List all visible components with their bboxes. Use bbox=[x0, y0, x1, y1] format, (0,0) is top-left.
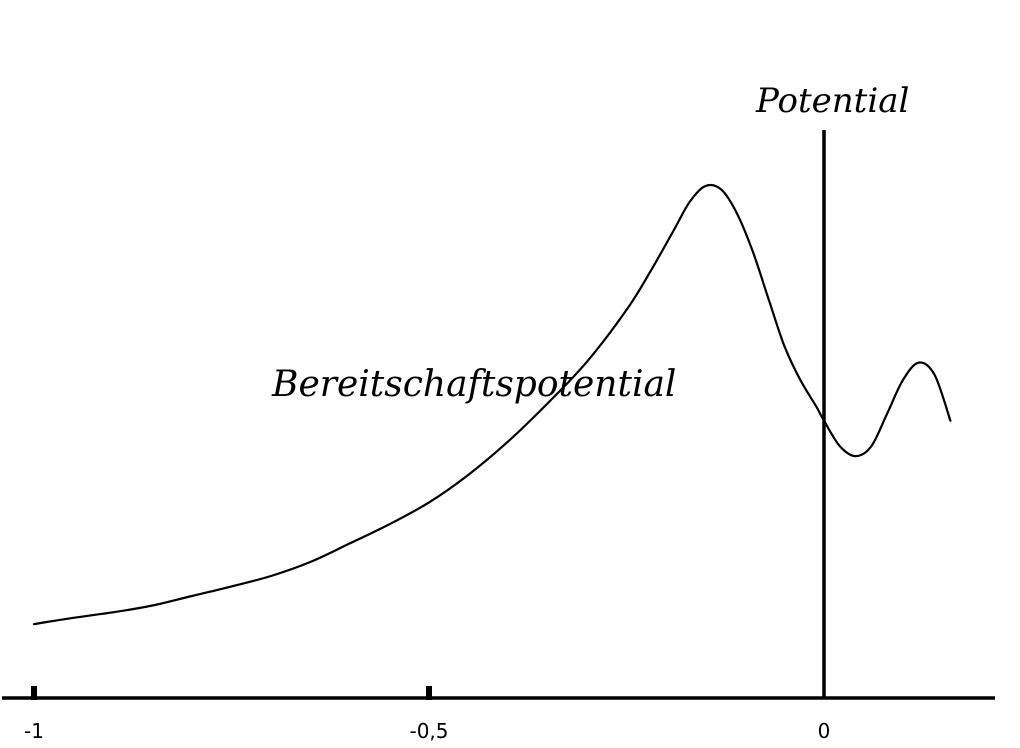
x-tick-label: -0,5 bbox=[409, 719, 448, 743]
annotation-bereitschaftspotential: Bereitschaftspotential bbox=[271, 364, 676, 405]
x-tick-mark bbox=[31, 686, 37, 700]
annotation-potential: Potential bbox=[755, 81, 909, 121]
x-tick-mark bbox=[426, 686, 432, 700]
x-tick-labels: -1 -0,5 0 bbox=[24, 719, 830, 743]
x-tick-label: 0 bbox=[818, 719, 831, 743]
x-tick-label: -1 bbox=[24, 719, 44, 743]
x-ticks bbox=[31, 686, 432, 700]
potential-curve bbox=[32, 183, 952, 626]
